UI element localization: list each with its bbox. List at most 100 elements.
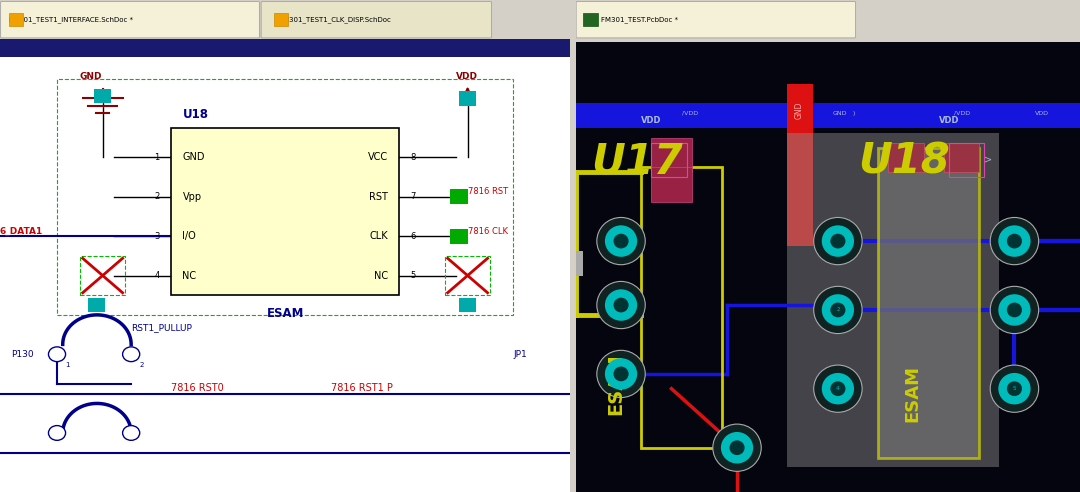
Text: 4: 4 bbox=[836, 386, 839, 391]
Text: U18: U18 bbox=[859, 140, 949, 182]
Bar bbox=[450, 189, 468, 204]
Text: 7: 7 bbox=[410, 192, 416, 201]
Bar bbox=[651, 143, 687, 177]
Text: ESAM: ESAM bbox=[904, 365, 921, 422]
Circle shape bbox=[49, 426, 66, 440]
Text: 8: 8 bbox=[410, 153, 416, 162]
Text: CLK: CLK bbox=[369, 231, 388, 241]
FancyBboxPatch shape bbox=[576, 1, 855, 38]
Circle shape bbox=[720, 432, 753, 463]
Circle shape bbox=[613, 234, 629, 248]
Text: ESAM: ESAM bbox=[267, 308, 303, 320]
Circle shape bbox=[990, 217, 1039, 265]
Text: GND: GND bbox=[183, 153, 205, 162]
Bar bbox=[583, 13, 598, 26]
Circle shape bbox=[813, 217, 862, 265]
Text: 5: 5 bbox=[410, 271, 416, 280]
Bar bbox=[642, 167, 721, 448]
Text: 3: 3 bbox=[154, 232, 160, 241]
Text: >: > bbox=[984, 154, 993, 164]
Bar bbox=[0, 39, 570, 57]
Circle shape bbox=[713, 424, 761, 471]
Text: VDD: VDD bbox=[939, 116, 959, 125]
Text: GND: GND bbox=[833, 111, 848, 116]
Bar bbox=[459, 298, 476, 312]
Bar bbox=[445, 256, 490, 295]
Text: 7816 RST0: 7816 RST0 bbox=[171, 383, 224, 393]
Text: ): ) bbox=[853, 111, 855, 116]
Circle shape bbox=[605, 289, 637, 321]
Circle shape bbox=[831, 303, 846, 317]
Circle shape bbox=[813, 286, 862, 334]
Bar bbox=[459, 91, 476, 106]
FancyBboxPatch shape bbox=[1, 1, 259, 38]
Bar bbox=[944, 143, 980, 172]
Text: JP1: JP1 bbox=[513, 350, 527, 359]
Text: GND: GND bbox=[795, 102, 804, 120]
Circle shape bbox=[831, 234, 846, 248]
Text: 6_DATA1: 6_DATA1 bbox=[0, 227, 43, 236]
Text: /VDD: /VDD bbox=[954, 111, 970, 116]
Text: 2: 2 bbox=[154, 192, 160, 201]
Bar bbox=[787, 133, 999, 467]
Circle shape bbox=[613, 298, 629, 312]
Circle shape bbox=[597, 350, 645, 398]
Text: NC: NC bbox=[183, 271, 197, 280]
Bar bbox=[576, 251, 583, 276]
Circle shape bbox=[831, 381, 846, 396]
Text: ESAM: ESAM bbox=[606, 353, 625, 415]
Circle shape bbox=[613, 367, 629, 381]
Circle shape bbox=[822, 225, 854, 257]
Text: 2: 2 bbox=[836, 308, 839, 312]
Text: RST1_PULLUP: RST1_PULLUP bbox=[131, 323, 192, 332]
Text: I/O: I/O bbox=[183, 231, 197, 241]
Bar bbox=[949, 143, 984, 177]
Circle shape bbox=[123, 426, 139, 440]
Bar bbox=[9, 13, 23, 26]
Text: Vpp: Vpp bbox=[183, 192, 202, 202]
Bar bbox=[273, 13, 288, 26]
Text: VDD: VDD bbox=[456, 72, 478, 81]
Circle shape bbox=[1007, 234, 1022, 248]
Circle shape bbox=[813, 365, 862, 412]
Bar bbox=[0, 0, 570, 39]
Circle shape bbox=[597, 217, 645, 265]
Bar bbox=[651, 167, 691, 202]
Text: U17: U17 bbox=[591, 140, 683, 182]
Text: FM301_TEST1_INTERFACE.SchDoc *: FM301_TEST1_INTERFACE.SchDoc * bbox=[9, 16, 133, 23]
Text: NC: NC bbox=[374, 271, 388, 280]
Bar bbox=[889, 143, 923, 172]
Circle shape bbox=[605, 358, 637, 390]
Circle shape bbox=[990, 365, 1039, 412]
Circle shape bbox=[822, 294, 854, 326]
Text: 7816 RST: 7816 RST bbox=[468, 187, 508, 196]
Text: 1: 1 bbox=[154, 153, 160, 162]
Circle shape bbox=[597, 281, 645, 329]
Bar bbox=[80, 256, 125, 295]
Bar bbox=[89, 298, 106, 312]
Text: RST: RST bbox=[369, 192, 388, 202]
Circle shape bbox=[123, 347, 139, 362]
Circle shape bbox=[998, 294, 1030, 326]
Text: 7816 RST1 P: 7816 RST1 P bbox=[330, 383, 393, 393]
Bar bbox=[94, 89, 111, 103]
Circle shape bbox=[49, 347, 66, 362]
Bar bbox=[878, 148, 980, 458]
Text: VDD: VDD bbox=[642, 116, 662, 125]
Bar bbox=[57, 79, 513, 315]
Bar bbox=[450, 229, 468, 244]
Text: P130: P130 bbox=[12, 350, 35, 359]
Bar bbox=[171, 128, 400, 295]
Text: /VDD: /VDD bbox=[681, 111, 698, 116]
Text: 5: 5 bbox=[1013, 386, 1016, 391]
FancyBboxPatch shape bbox=[261, 1, 491, 38]
Text: VCC: VCC bbox=[367, 153, 388, 162]
Bar bbox=[576, 0, 1080, 39]
Circle shape bbox=[605, 225, 637, 257]
Text: FM301_TEST1_CLK_DISP.SchDoc: FM301_TEST1_CLK_DISP.SchDoc bbox=[280, 16, 391, 23]
Bar bbox=[576, 103, 1080, 128]
Bar bbox=[787, 84, 812, 246]
Bar bbox=[651, 138, 691, 172]
Circle shape bbox=[1007, 381, 1022, 396]
Text: GND: GND bbox=[80, 72, 103, 81]
